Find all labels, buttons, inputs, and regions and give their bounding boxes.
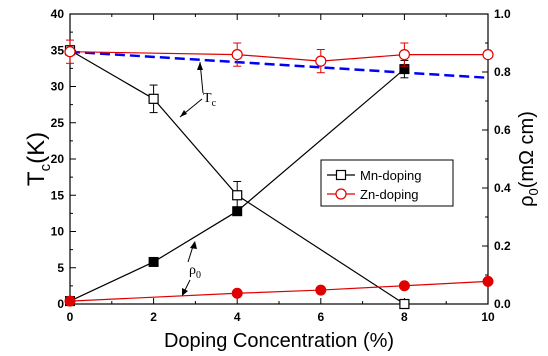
y-left-tick-label: 0 — [57, 297, 64, 311]
axis-titles: Doping Concentration (%) Tc(K) ρ0(mΩ cm) — [23, 111, 541, 352]
legend-label: Zn-doping — [360, 187, 419, 202]
y-left-tick-label: 10 — [51, 225, 65, 239]
y-right-tick-label: 0.0 — [494, 297, 511, 311]
x-tick-label: 6 — [317, 310, 324, 324]
data-point — [482, 275, 494, 287]
data-point — [64, 295, 76, 307]
series-line — [69, 68, 405, 302]
x-tick-label: 2 — [150, 310, 157, 324]
y-left-tick-label: 35 — [51, 43, 65, 57]
legend-marker — [335, 169, 347, 181]
trend-line — [69, 50, 489, 80]
y-left-axis-title: Tc(K) — [23, 132, 54, 186]
tick-layer: 0 2 4 6 8 10 0 5 10 15 20 25 30 35 40 0.0 0.2 0.4 0.6 0.8 1.… — [51, 7, 511, 324]
y-right-tick-label: 0.8 — [494, 65, 511, 79]
data-point — [315, 55, 327, 67]
y-right-tick-label: 0.4 — [494, 181, 511, 195]
legend-label: Mn-doping — [360, 168, 421, 183]
legend: Mn-doping Zn-doping — [320, 159, 454, 207]
y-left-tick-label: 30 — [51, 80, 65, 94]
x-tick-label: 0 — [67, 310, 74, 324]
legend-marker — [335, 188, 347, 200]
y-left-tick-label: 25 — [51, 116, 65, 130]
y-left-tick-label: 15 — [51, 188, 65, 202]
arrow-head — [180, 110, 187, 117]
data-point — [399, 298, 410, 310]
data-point — [231, 287, 243, 299]
data-point — [64, 46, 76, 58]
data-point — [232, 206, 243, 217]
annotation-rho0: ρ0 — [189, 263, 201, 281]
series-layer — [64, 39, 494, 310]
data-point — [148, 256, 159, 267]
annotation-tc: Tc — [203, 91, 217, 109]
x-tick-label: 4 — [234, 310, 241, 324]
series-line — [69, 49, 405, 305]
data-point — [482, 48, 494, 61]
data-point — [232, 190, 243, 201]
x-tick-label: 8 — [401, 310, 408, 324]
x-axis-title: Doping Concentration (%) — [164, 330, 394, 352]
arrow-head — [190, 241, 197, 249]
x-tick-label: 10 — [481, 310, 495, 324]
data-point — [398, 48, 410, 61]
series-line — [69, 280, 489, 302]
arrow-head — [197, 62, 203, 70]
data-point — [231, 48, 243, 61]
data-point — [315, 284, 327, 296]
y-right-tick-label: 0.2 — [494, 239, 511, 253]
data-point — [398, 280, 410, 292]
y-right-tick-label: 0.6 — [494, 123, 511, 137]
y-left-tick-label: 20 — [51, 152, 65, 166]
annotation-layer: Tc ρ0 — [179, 61, 217, 296]
y-right-axis-title: ρ0(mΩ cm) — [516, 111, 541, 207]
y-left-tick-label: 40 — [51, 7, 65, 21]
arrow-head — [182, 288, 188, 296]
y-right-tick-label: 1.0 — [494, 7, 511, 21]
data-point — [148, 93, 159, 104]
y-left-tick-label: 5 — [57, 261, 64, 275]
